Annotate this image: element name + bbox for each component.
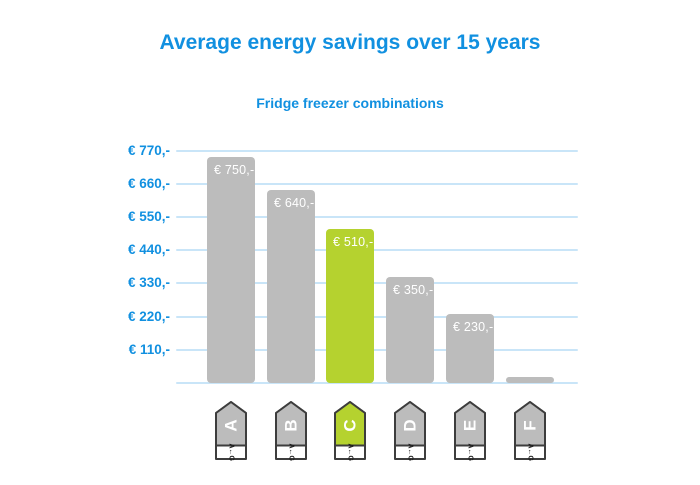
rating-tag-body	[394, 401, 426, 447]
gridline	[176, 282, 578, 285]
rating-letter: C	[341, 419, 360, 431]
bar-value-label: € 350,-	[393, 283, 434, 297]
rating-scale-text: A←G	[527, 443, 534, 461]
gridline	[176, 249, 578, 252]
rating-tag-body	[215, 401, 247, 447]
y-tick-label: € 110,-	[128, 341, 170, 357]
y-tick-label: € 660,-	[127, 175, 170, 191]
y-tick-label: € 550,-	[127, 209, 170, 224]
rating-letter: E	[461, 420, 480, 431]
rating-tag-body	[275, 401, 307, 447]
bar-value-label: € 510,-	[333, 235, 374, 249]
bar-e: € 230,-	[446, 314, 494, 383]
gridline	[176, 216, 578, 218]
rating-letter: F	[521, 420, 540, 430]
rating-scale-text: A←G	[347, 443, 354, 461]
y-tick-label: € 440,-	[127, 242, 170, 258]
rating-tag-body	[334, 401, 366, 447]
energy-rating-icon-f: F A←G	[514, 401, 546, 462]
rating-tag-body	[514, 401, 546, 447]
chart-subtitle: Fridge freezer combinations	[256, 95, 444, 111]
rating-scale-text: A←G	[467, 443, 474, 461]
y-tick-label: € 330,-	[127, 275, 170, 291]
bar-value-label: € 230,-	[453, 320, 494, 334]
rating-tag-body	[454, 401, 486, 447]
bar-value-label: € 750,-	[214, 163, 255, 177]
energy-rating-icon-a: A A←G	[215, 401, 247, 462]
rating-scale-text: A←G	[407, 443, 414, 461]
bar-f	[506, 377, 554, 383]
bar-d: € 350,-	[386, 277, 434, 383]
gridline	[176, 182, 578, 185]
rating-scale-text: A←G	[288, 443, 295, 461]
gridline	[176, 348, 578, 351]
bar-b: € 640,-	[267, 190, 315, 383]
bar-c: € 510,-	[326, 229, 374, 383]
y-tick-label: € 770,-	[127, 142, 170, 158]
energy-rating-icon-b: B A←G	[275, 401, 307, 462]
rating-letter: D	[401, 419, 420, 431]
rating-letter: B	[282, 419, 301, 431]
gridline	[176, 315, 578, 318]
chart-title: Average energy savings over 15 years	[159, 31, 541, 54]
gridline	[176, 382, 578, 384]
bar-value-label: € 640,-	[274, 196, 315, 210]
energy-rating-icon-c: C A←G	[334, 401, 366, 462]
y-tick-label: € 220,-	[127, 308, 170, 324]
rating-scale-text: A←G	[228, 443, 235, 461]
energy-rating-icon-e: E A←G	[454, 401, 486, 462]
energy-rating-icon-d: D A←G	[394, 401, 426, 462]
bar-a: € 750,-	[207, 157, 255, 383]
gridline	[176, 149, 578, 152]
rating-letter: A	[222, 419, 241, 431]
